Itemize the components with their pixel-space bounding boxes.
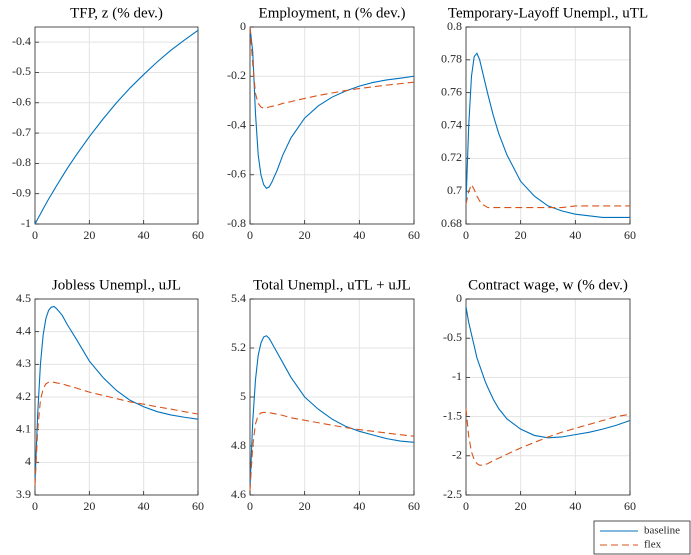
x-tick-label: 60 [408,228,420,242]
y-tick-label: 0.72 [441,150,462,164]
x-tick-label: 20 [299,499,311,513]
series-line [249,335,415,488]
y-tick-label: 0.7 [447,183,462,197]
axes-frame [465,26,631,225]
axes-frame [34,26,199,225]
panel-title: Total Unempl., uTL + uJL [253,277,411,293]
series-line [465,306,631,439]
series-line [34,305,199,482]
y-tick-label: -0.5 [12,64,31,78]
axes-frame [249,26,415,225]
y-tick-label: -0.7 [12,125,31,139]
x-tick-label: 0 [32,499,38,513]
y-tick-label: 5.4 [231,291,246,305]
y-tick-label: 4 [25,454,31,468]
y-tick-label: 5 [240,389,246,403]
x-tick-label: 60 [192,228,204,242]
y-tick-label: -1 [21,216,31,230]
x-tick-label: 20 [515,228,527,242]
x-tick-label: 40 [138,228,150,242]
y-tick-label: -0.6 [12,95,31,109]
x-tick-label: 60 [408,499,420,513]
y-tick-label: -0.4 [12,34,31,48]
y-tick-label: -2 [452,448,462,462]
series-line [34,29,199,225]
y-tick-label: -0.5 [443,330,462,344]
series-line [249,26,415,189]
x-tick-label: 60 [624,499,636,513]
series-line [249,411,415,491]
y-tick-label: 0.68 [441,216,462,230]
series-line [249,26,415,109]
legend-box [593,520,691,555]
y-tick-label: 0 [456,291,462,305]
x-tick-label: 20 [83,228,95,242]
y-tick-label: 0 [240,19,246,33]
y-tick-label: 4.2 [16,389,31,403]
x-tick-label: 0 [463,499,469,513]
x-tick-label: 40 [353,499,365,513]
axes-frame [34,298,199,496]
x-tick-label: 40 [569,228,581,242]
x-tick-label: 60 [624,228,636,242]
y-tick-label: 0.78 [441,52,462,66]
x-tick-label: 0 [32,228,38,242]
legend-label: flex [644,539,662,551]
x-tick-label: 0 [463,228,469,242]
y-tick-label: -0.8 [12,155,31,169]
panel-title: Jobless Unempl., uJL [52,277,181,293]
legend-label: baseline [644,525,680,537]
x-tick-label: 0 [247,499,253,513]
x-tick-label: 40 [569,499,581,513]
axes-frame [249,298,415,496]
panel-title: Temporary-Layoff Unempl., uTL [448,5,648,21]
y-tick-label: 4.6 [231,487,246,501]
y-tick-label: -0.6 [227,167,246,181]
y-tick-label: 5.2 [231,340,246,354]
x-tick-label: 60 [192,499,204,513]
y-tick-label: -0.2 [227,68,246,82]
x-tick-label: 40 [353,228,365,242]
series-line [465,408,631,466]
x-tick-label: 0 [247,228,253,242]
y-tick-label: 0.76 [441,84,462,98]
y-tick-label: -0.8 [227,216,246,230]
y-tick-label: -0.4 [227,117,246,131]
series-line [465,183,630,209]
y-tick-label: 4.5 [16,291,31,305]
series-line [465,52,630,218]
y-tick-label: -1.5 [443,408,462,422]
y-tick-label: 4.8 [231,438,246,452]
y-tick-label: -0.9 [12,185,31,199]
panel-title: Employment, n (% dev.) [259,5,406,21]
y-tick-label: 0.8 [447,19,462,33]
y-tick-label: 3.9 [16,487,31,501]
panel-title: Contract wage, w (% dev.) [468,277,628,293]
x-tick-label: 40 [138,499,150,513]
series-line [34,381,199,486]
y-tick-label: 0.74 [441,117,462,131]
y-tick-label: 4.4 [16,323,31,337]
x-tick-label: 20 [515,499,527,513]
axes-frame [465,298,631,496]
panel-title: TFP, z (% dev.) [70,5,163,21]
y-tick-label: 4.1 [16,421,31,435]
y-tick-label: 4.3 [16,356,31,370]
x-tick-label: 20 [83,499,95,513]
y-tick-label: -2.5 [443,487,462,501]
x-tick-label: 20 [299,228,311,242]
y-tick-label: -1 [452,369,462,383]
